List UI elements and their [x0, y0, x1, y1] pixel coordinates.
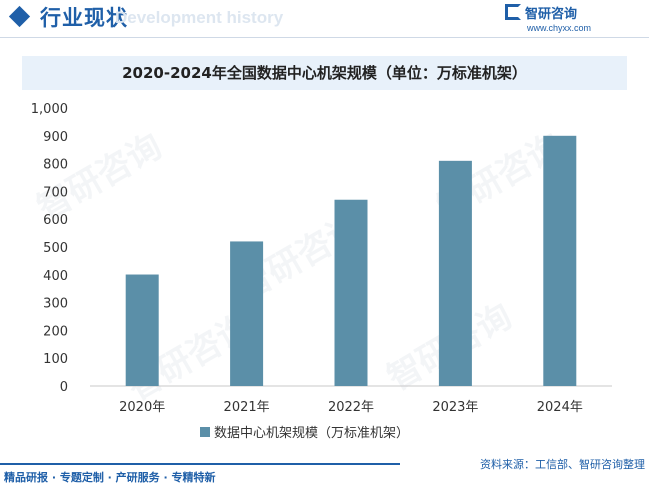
y-tick-label: 400	[43, 269, 68, 284]
logo-name: 智研咨询	[525, 7, 578, 22]
footer-divider	[0, 463, 400, 465]
section-title: 行业现状	[40, 6, 128, 30]
x-tick-label: 2024年	[537, 400, 583, 415]
legend-swatch	[200, 427, 210, 437]
chart-title: 2020-2024年全国数据中心机架规模（单位：万标准机架）	[122, 64, 527, 82]
footer-source: 资料来源：工信部、智研咨询整理	[480, 458, 645, 471]
y-tick-label: 0	[60, 380, 68, 395]
x-tick-label: 2021年	[224, 400, 270, 415]
header-divider	[0, 37, 649, 38]
footer-services: 精品研报 · 专题定制 · 产研服务 · 专精特新	[4, 471, 216, 484]
bar	[334, 199, 368, 386]
bar	[125, 274, 159, 386]
bar	[543, 135, 577, 386]
x-tick-label: 2020年	[119, 400, 165, 415]
y-tick-label: 800	[43, 158, 68, 173]
x-tick-label: 2022年	[328, 400, 374, 415]
y-tick-label: 100	[43, 352, 68, 367]
logo-url: www.chyxx.com	[527, 23, 592, 33]
y-tick-label: 900	[43, 130, 68, 145]
bar	[230, 241, 264, 386]
y-tick-label: 300	[43, 297, 68, 312]
section-subtitle: Development history	[115, 8, 284, 27]
y-tick-label: 600	[43, 213, 68, 228]
x-tick-label: 2023年	[432, 400, 478, 415]
y-tick-label: 200	[43, 324, 68, 339]
logo-mark-icon	[505, 4, 521, 20]
bar	[438, 160, 472, 386]
y-tick-label: 500	[43, 241, 68, 256]
brand-logo: 智研咨询 www.chyxx.com	[505, 4, 635, 36]
y-tick-label: 700	[43, 185, 68, 200]
y-tick-label: 1,000	[31, 102, 68, 117]
chart-title-box: 2020-2024年全国数据中心机架规模（单位：万标准机架）	[22, 56, 627, 90]
legend-label: 数据中心机架规模（万标准机架）	[214, 426, 409, 441]
page-header: 行业现状 Development history	[0, 0, 649, 38]
